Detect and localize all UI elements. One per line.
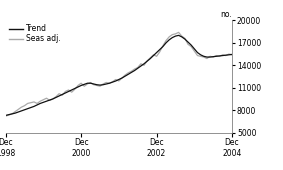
Text: no.: no. xyxy=(220,10,232,19)
Legend: Trend, Seas adj.: Trend, Seas adj. xyxy=(9,24,61,43)
